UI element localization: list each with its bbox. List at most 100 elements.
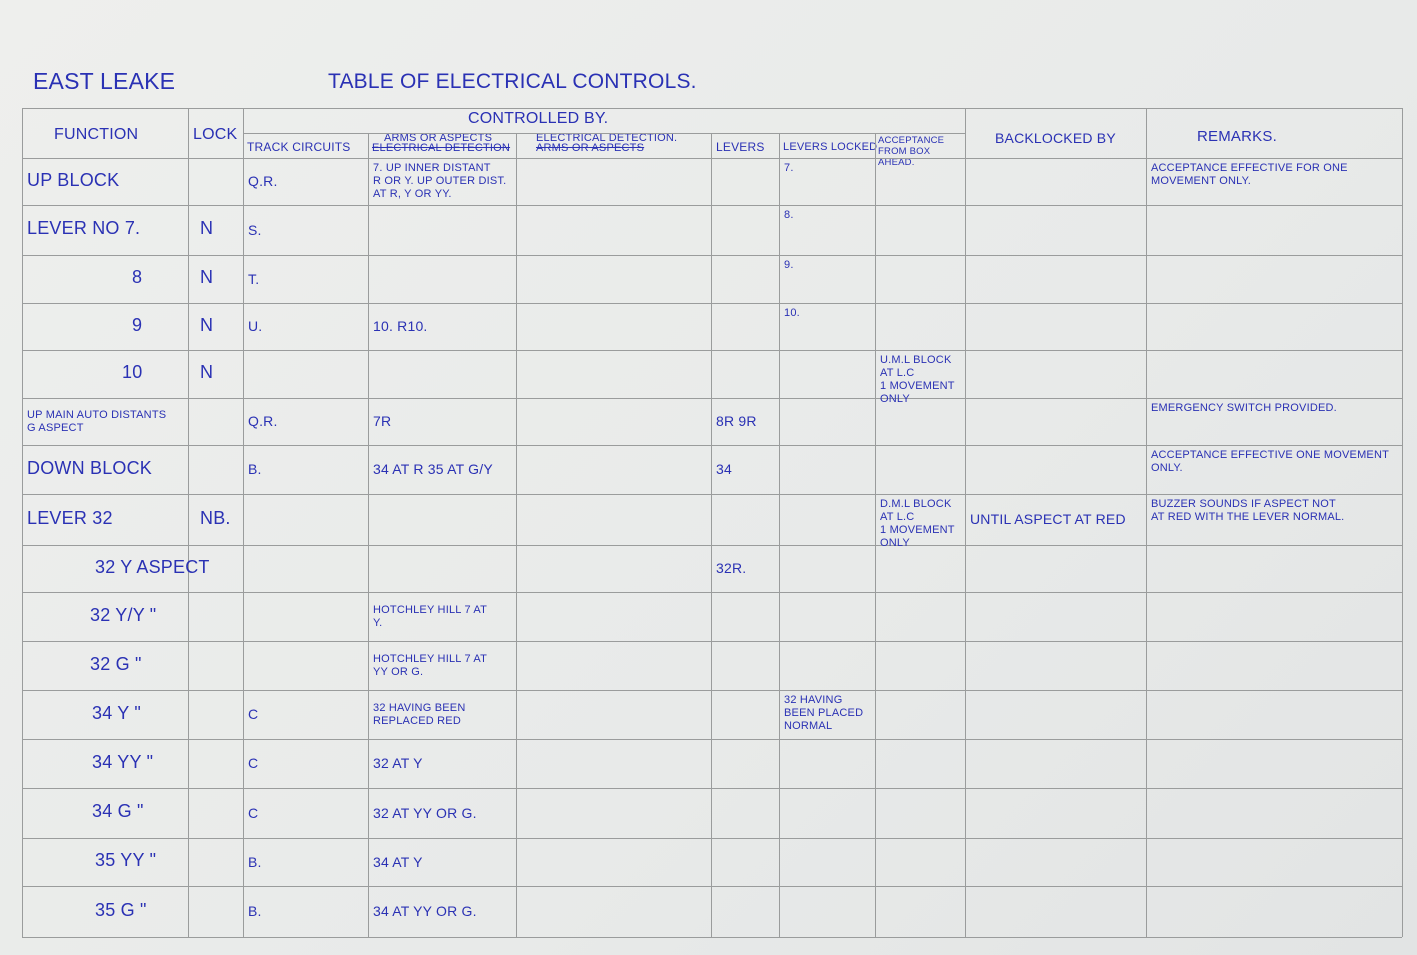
cell-remarks: Emergency switch provided.	[1151, 402, 1337, 414]
cell-track: B.	[248, 903, 262, 919]
header-track-circuits: Track Circuits	[247, 140, 351, 154]
header-remarks: Remarks.	[1197, 128, 1277, 145]
cell-arms: 34 at R 35 at G/Y	[373, 461, 493, 477]
cell-levers: 8R 9R	[716, 413, 757, 429]
row-divider	[22, 739, 1402, 740]
cell-locked: 10.	[784, 307, 800, 319]
column-divider	[188, 108, 189, 937]
cell-track: B.	[248, 461, 262, 477]
cell-lock: N	[200, 362, 214, 382]
header-levers: Levers	[716, 140, 765, 154]
column-divider	[1146, 108, 1147, 937]
cell-remarks: Acceptance effective one movement only.	[1151, 449, 1390, 474]
cell-arms: Hotchley Hill 7 at Y.	[373, 603, 488, 629]
row-divider	[22, 838, 1402, 839]
cell-arms: 32 at YY or G.	[373, 804, 477, 821]
cell-arms: Hotchley Hill 7 at YY or G.	[373, 652, 488, 678]
header-arms-struck: Electrical Detection	[372, 142, 511, 154]
cell-backlocked: Until aspect at Red	[970, 511, 1126, 527]
row-divider	[22, 398, 1402, 399]
header-backlocked-by: Backlocked By	[995, 130, 1116, 146]
cell-arms: 34 at YY or G.	[373, 903, 477, 919]
column-divider	[1402, 108, 1403, 937]
cell-track: T.	[248, 270, 260, 287]
cell-function: 32 Y/Y "	[90, 604, 157, 625]
cell-levers: 34	[716, 461, 732, 477]
cell-levers: 32R.	[716, 560, 747, 576]
header-electrical-detection: Electrical Detection. Arms or Aspects	[536, 132, 678, 154]
header-lock: Lock	[193, 126, 238, 143]
column-divider	[22, 108, 23, 937]
column-divider	[875, 133, 876, 937]
row-divider	[22, 350, 1402, 351]
cell-lock: N	[200, 218, 214, 238]
cell-track: C	[248, 706, 259, 722]
row-divider	[22, 255, 1402, 256]
cell-lock: N	[200, 267, 214, 287]
cell-track: B.	[248, 853, 262, 870]
cell-function: 34 YY "	[92, 751, 154, 772]
column-divider	[965, 108, 966, 937]
row-divider	[22, 445, 1402, 446]
cell-arms: 34 at Y	[373, 853, 423, 870]
row-divider	[22, 158, 1402, 159]
header-controlled-by: Controlled By.	[468, 110, 609, 127]
row-divider	[22, 205, 1402, 206]
cell-arms: 7. Up Inner Distant R or Y. Up Outer Dis…	[373, 162, 507, 200]
cell-arms: 7R	[373, 413, 392, 429]
cell-track: C	[248, 804, 259, 821]
cell-acceptance: U.M.L Block at L.C 1 movement only	[880, 354, 955, 405]
cell-function: 35 G "	[95, 899, 147, 920]
cell-track: Q.R.	[248, 413, 278, 429]
cell-function: 34 Y "	[92, 702, 141, 723]
row-divider	[22, 592, 1402, 593]
row-divider	[22, 303, 1402, 304]
row-divider	[22, 641, 1402, 642]
header-arms-or-aspects: Arms or Aspects Electrical Detection	[372, 133, 511, 154]
cell-function: 32 Y Aspect	[95, 556, 210, 577]
cell-track: C	[248, 755, 259, 771]
cell-locked: 9.	[784, 259, 794, 271]
row-divider	[22, 788, 1402, 789]
cell-track: U.	[248, 318, 263, 334]
cell-locked: 7.	[784, 162, 794, 174]
header-elec-struck: Arms or Aspects	[536, 142, 645, 154]
cell-locked: 8.	[784, 209, 794, 221]
row-divider	[22, 886, 1402, 887]
row-divider	[22, 545, 1402, 546]
cell-arms: 10. R10.	[373, 318, 428, 334]
cell-remarks: Buzzer sounds if aspect not at Red with …	[1151, 498, 1345, 523]
cell-acceptance: D.M.L Block at L.C 1 movement only	[880, 498, 955, 549]
header-acceptance: Acceptance from Box Ahead.	[878, 135, 945, 168]
cell-track: Q.R.	[248, 173, 278, 189]
cell-function: 34 G "	[92, 801, 144, 821]
column-divider	[368, 133, 369, 937]
cell-function: Down Block	[27, 457, 153, 478]
cell-locked: 32 having been placed normal	[784, 694, 864, 732]
cell-function: Lever No 7.	[27, 218, 141, 238]
cell-function: Lever 32	[27, 507, 113, 528]
cell-arms: 32 having been replaced Red	[373, 701, 466, 727]
column-divider	[516, 133, 517, 937]
cell-function: 9	[132, 314, 143, 335]
cell-lock: NB.	[200, 507, 231, 528]
controlled-by-divider	[243, 133, 965, 134]
table-top-border	[22, 108, 1402, 109]
cell-function: 35 YY "	[95, 850, 157, 870]
header-levers-locked: Levers Locked	[783, 141, 878, 153]
column-divider	[243, 108, 244, 937]
cell-function: Up Block	[27, 169, 120, 190]
station-name: East Leake	[33, 68, 176, 94]
header-elec-label: Electrical Detection.	[536, 132, 678, 144]
cell-function: 10	[122, 362, 143, 382]
column-divider	[711, 133, 712, 937]
header-function: Function	[54, 126, 139, 143]
cell-function: 8	[132, 267, 143, 287]
column-divider	[779, 133, 780, 937]
row-divider	[22, 937, 1402, 938]
cell-track: S.	[248, 221, 262, 238]
row-divider	[22, 690, 1402, 691]
document-title: Table of Electrical Controls.	[328, 70, 697, 93]
cell-function: 32 G "	[90, 653, 142, 674]
